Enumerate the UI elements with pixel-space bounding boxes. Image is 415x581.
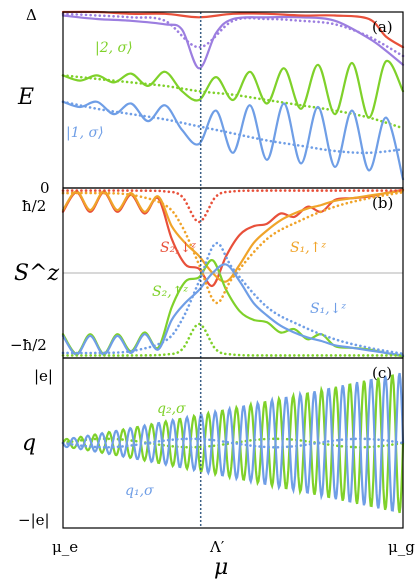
series-line-p0-1 — [61, 74, 405, 130]
ytick-a-zero: 0 — [40, 179, 50, 197]
ylabel-b: S^z — [14, 261, 60, 286]
xtick-lambda: Λ′ — [209, 538, 225, 556]
panel-a-label: (a) — [372, 18, 393, 36]
q-dotted-blue — [61, 437, 405, 449]
series-line-p1-1 — [61, 189, 405, 283]
annotation-s2down: S₂,↓ᶻ — [160, 240, 196, 256]
annotation-state-1: |1, σ⟩ — [66, 125, 104, 141]
ytick-b-bottom: −ħ/2 — [10, 336, 47, 354]
annotation-state-2: |2, σ⟩ — [95, 40, 133, 56]
series-line-p0-0 — [61, 60, 405, 119]
xtick-mu-g: μ_g — [388, 538, 415, 556]
series-line-p0-4 — [61, 14, 405, 70]
series-line-p1-6 — [61, 322, 405, 357]
series-line-p0-3 — [61, 100, 405, 155]
series-line-p1-5 — [61, 191, 405, 305]
ylabel-a: E — [17, 85, 34, 110]
annotation-s1down: S₁,↓ᶻ — [310, 301, 346, 317]
series-line-p1-3 — [61, 263, 405, 357]
ytick-c-bottom: −|e| — [18, 511, 50, 529]
panel-c-frame — [62, 357, 404, 529]
series-line-p0-6 — [61, 10, 405, 49]
ytick-a-delta: Δ — [26, 6, 37, 24]
ylabel-c: q — [22, 431, 36, 456]
series-line-p0-2 — [61, 100, 405, 181]
annotation-s2up: S₂,↑ᶻ — [152, 284, 188, 300]
annotation-q1: q₁,σ — [125, 483, 154, 499]
xlabel: μ — [214, 555, 228, 580]
annotation-q2: q₂,σ — [157, 401, 186, 417]
series-line-p0-5 — [61, 12, 405, 58]
ytick-b-top: ħ/2 — [22, 197, 46, 215]
series-line-p1-4 — [61, 189, 405, 224]
xtick-mu-e: μ_e — [52, 538, 78, 556]
annotation-s1up: S₁,↑ᶻ — [290, 240, 326, 256]
ytick-c-top: |e| — [34, 367, 53, 385]
panel-b-label: (b) — [372, 194, 393, 212]
series-line-p1-7 — [61, 241, 405, 356]
panel-c-label: (c) — [372, 364, 392, 382]
